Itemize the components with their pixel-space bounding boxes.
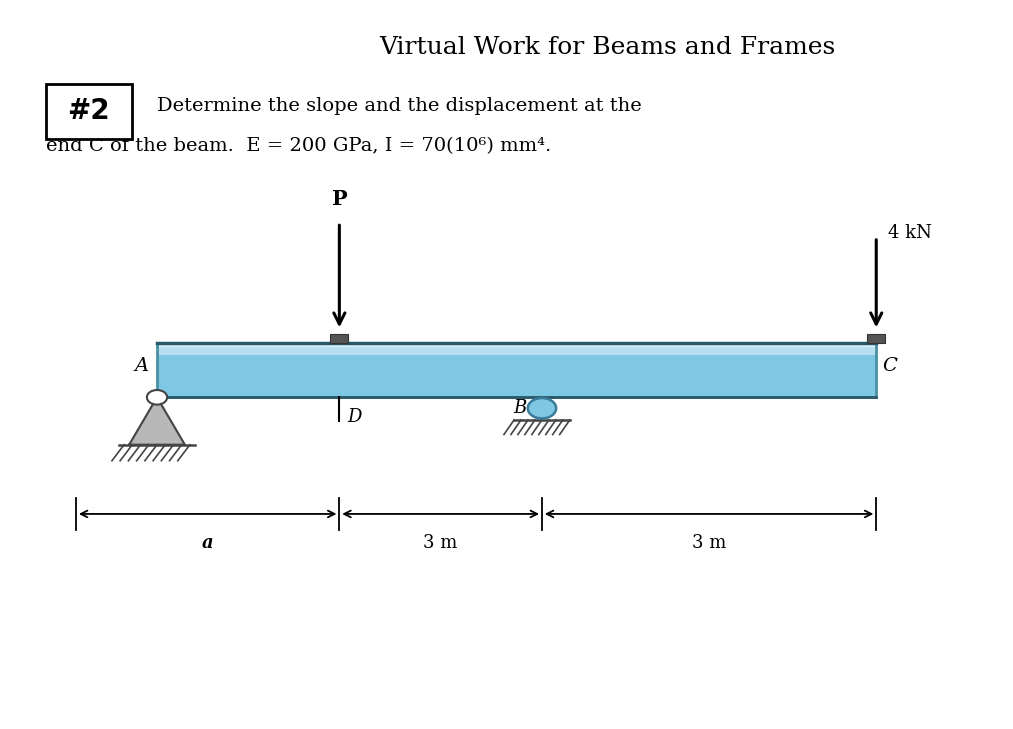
Text: 4 kN: 4 kN xyxy=(888,225,932,242)
FancyBboxPatch shape xyxy=(46,84,132,139)
Text: end C of the beam.  E = 200 GPa, I = 70(10⁶) mm⁴.: end C of the beam. E = 200 GPa, I = 70(1… xyxy=(46,137,551,155)
Bar xyxy=(867,334,885,343)
Text: D: D xyxy=(347,408,362,426)
Text: C: C xyxy=(882,357,898,375)
Bar xyxy=(157,343,876,397)
Polygon shape xyxy=(130,397,184,445)
Circle shape xyxy=(147,390,167,405)
Text: a: a xyxy=(202,534,214,553)
Text: 3 m: 3 m xyxy=(692,534,726,553)
Bar xyxy=(157,343,876,354)
Text: 3 m: 3 m xyxy=(423,534,458,553)
Text: #2: #2 xyxy=(67,97,110,125)
Text: A: A xyxy=(135,357,149,375)
Text: P: P xyxy=(331,190,347,209)
Bar xyxy=(157,343,876,397)
Bar xyxy=(330,334,348,343)
Text: Virtual Work for Beams and Frames: Virtual Work for Beams and Frames xyxy=(380,36,836,59)
Text: Determine the slope and the displacement at the: Determine the slope and the displacement… xyxy=(157,97,642,114)
Text: B: B xyxy=(514,399,527,417)
Bar xyxy=(157,343,876,347)
Circle shape xyxy=(528,398,556,418)
